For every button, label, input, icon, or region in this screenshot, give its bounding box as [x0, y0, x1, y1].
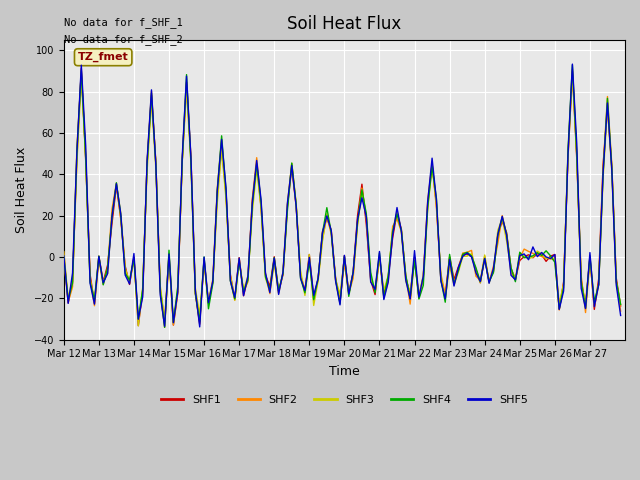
Text: No data for f_SHF_1: No data for f_SHF_1 [64, 17, 183, 28]
Title: Soil Heat Flux: Soil Heat Flux [287, 15, 401, 33]
X-axis label: Time: Time [329, 365, 360, 378]
Text: TZ_fmet: TZ_fmet [78, 52, 129, 62]
Text: No data for f_SHF_2: No data for f_SHF_2 [64, 34, 183, 45]
Legend: SHF1, SHF2, SHF3, SHF4, SHF5: SHF1, SHF2, SHF3, SHF4, SHF5 [157, 390, 532, 409]
Y-axis label: Soil Heat Flux: Soil Heat Flux [15, 147, 28, 233]
